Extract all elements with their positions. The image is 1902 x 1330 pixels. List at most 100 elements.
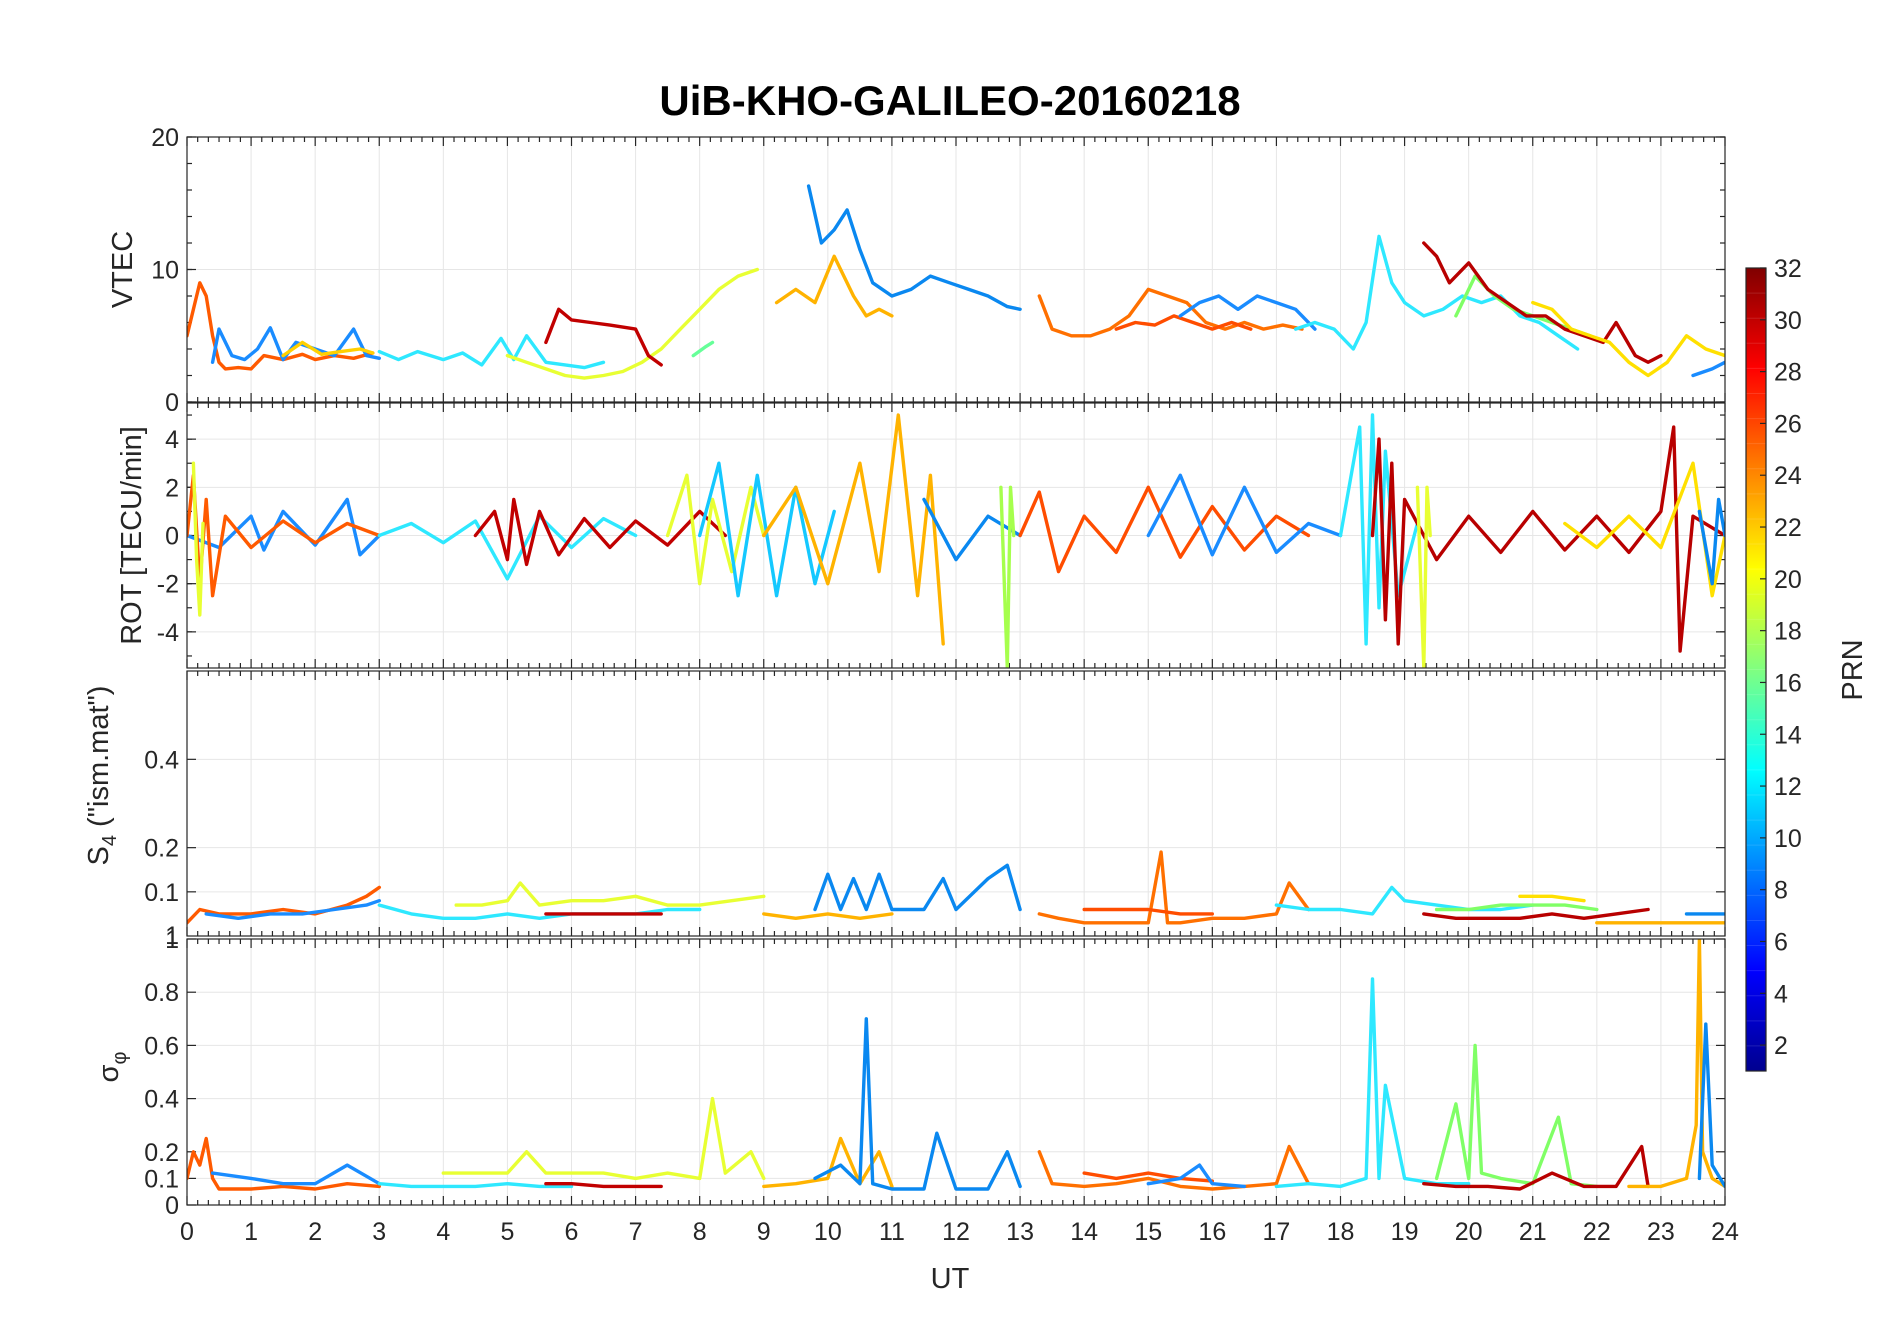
series-line-prn-20 [281,340,375,358]
series-line-prn-9 [813,863,1022,912]
x-tick-label: 14 [1070,1218,1098,1246]
series-line-prn-22 [762,912,894,920]
y-tick-label: 2 [165,474,179,502]
x-tick-label: 19 [1391,1218,1419,1246]
y-axis-label: ROT [TECU/min] [116,426,148,645]
series-line-prn-9 [1697,497,1725,586]
series-line-prn-25 [1018,485,1311,574]
series-line-prn-19 [1415,485,1432,668]
y-tick-label: 0 [165,523,179,551]
x-tick-label: 13 [1006,1218,1034,1246]
series-line-prn-31 [473,497,727,567]
series-line-prn-9 [922,497,1022,562]
colorbar-label: PRN [1837,639,1869,700]
x-axis-label: UT [931,1263,970,1295]
colorbar-tick-label: 10 [1774,825,1802,853]
series-line-prn-23 [1037,1144,1311,1191]
colorbar-tick-label: 26 [1774,410,1802,438]
y-tick-label: -4 [157,619,179,647]
series-line-prn-8 [1691,360,1725,378]
series-line-prn-31 [1422,907,1650,920]
series-line-prn-9 [813,1017,1022,1191]
series-line-prn-16 [1434,903,1599,912]
x-tick-label: 1 [244,1218,258,1246]
chart-title: UiB-KHO-GALILEO-20160218 [659,77,1240,124]
x-tick-label: 23 [1647,1218,1675,1246]
x-tick-label: 10 [814,1218,842,1246]
series-line-prn-22 [1627,939,1725,1189]
colorbar-tick-label: 28 [1774,359,1802,387]
x-tick-label: 21 [1519,1218,1547,1246]
y-axis-label: VTEC [107,231,139,308]
axes-box [186,938,1726,1206]
series-line-prn-23 [1037,287,1304,338]
x-tick-label: 11 [879,1218,905,1246]
series-line-prn-12 [1274,977,1471,1189]
series-line-prn-12 [1293,234,1580,351]
colorbar-tick-label: 24 [1774,462,1802,490]
colorbar-gradient [1746,268,1766,1071]
y-tick-label: 0.2 [144,835,179,863]
series-line-prn-12 [377,903,702,920]
series-line-prn-25 [1114,314,1253,331]
series-line-prn-23 [1037,850,1311,925]
series-line-prn-12 [377,334,606,370]
colorbar-tick-label: 14 [1774,721,1802,749]
series-line-prn-21 [1518,894,1586,903]
y-tick-label: 0 [165,389,179,417]
y-tick-label: 4 [165,426,179,454]
colorbar-tick-label: 22 [1774,514,1802,542]
axes-box [186,670,1726,937]
series-line-prn-24 [187,281,375,371]
series-line-prn-31 [544,1182,663,1189]
x-tick-label: 12 [942,1218,970,1246]
series-line-prn-31 [1370,425,1725,653]
series-line-prn-19 [505,267,759,380]
series-line-prn-22 [762,413,945,646]
y-tick-label: 0.1 [144,879,179,907]
colorbar-tick-label: 6 [1774,928,1788,956]
y-tick-label: 0.8 [144,979,179,1007]
panel-sigma: 00.10.2 0.4 0.6 0.8 1 σφ [93,926,1726,1220]
series-line-prn-15 [691,340,715,358]
colorbar-tick-label: 4 [1774,980,1788,1008]
x-tick-label: 16 [1198,1218,1226,1246]
series-group [187,939,1725,1191]
series-line-prn-11 [698,461,836,598]
series-line-prn-8 [210,1163,381,1186]
series-line-prn-16 [1434,1043,1599,1189]
y-tick-label: 1 [165,926,179,954]
x-tick-label: 0 [180,1218,194,1246]
series-line-prn-8 [204,899,381,920]
x-tick-label: 24 [1711,1218,1739,1246]
x-tick-label: 2 [308,1218,322,1246]
x-tick-label: 4 [436,1218,450,1246]
y-tick-label: 1 [165,922,179,950]
y-axis-label: S4 ("ism.mat") [83,686,121,866]
y-tick-label: 20 [151,124,179,152]
series-line-prn-9 [806,184,1022,311]
colorbar-tick-label: 8 [1774,877,1788,905]
series-line-prn-19 [454,881,766,907]
series-line-prn-19 [441,1096,766,1181]
series-line-prn-24 [187,1136,381,1191]
axes-box [186,136,1726,403]
colorbar-tick-label: 30 [1774,307,1802,335]
series-line-prn-31 [1422,241,1663,364]
y-tick-label: 0.1 [144,1165,179,1193]
series-line-prn-8 [1146,473,1343,557]
colorbar-box [1745,267,1767,1072]
y-tick-label: 0 [165,1192,179,1220]
x-tick-label: 5 [500,1218,514,1246]
series-line-prn-19 [191,461,205,617]
x-tick-label: 15 [1134,1218,1162,1246]
series-line-prn-8 [210,326,381,364]
y-tick-label: 0.2 [144,1139,179,1167]
colorbar-tick-label: 12 [1774,773,1802,801]
series-line-prn-8 [187,497,381,557]
series-line-prn-17 [999,485,1016,668]
x-tick-label: 18 [1327,1218,1355,1246]
y-tick-label: 0.4 [144,746,179,774]
series-group [187,413,1725,668]
